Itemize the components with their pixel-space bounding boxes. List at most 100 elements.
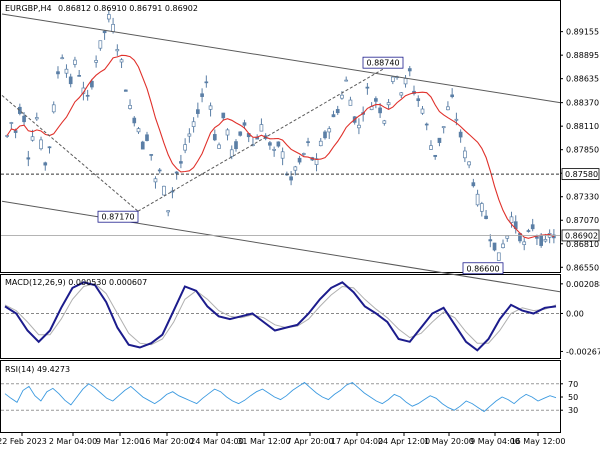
time-tick-label: 24 Mar 04:00 [190,437,243,446]
candle-body [90,80,94,88]
candle-body [293,166,298,171]
candle-body [441,126,446,129]
candle-body [475,193,480,206]
candle-body [382,120,387,124]
candle-body [132,117,137,124]
candle-body [238,131,243,136]
candle-body [179,161,183,164]
candle-body [98,40,103,49]
swing-trend-dashed [1,95,139,212]
candle-body [268,142,272,146]
candle-body [407,68,412,72]
candle-body [492,242,497,251]
candle-body [340,94,344,99]
candle-body [416,98,421,102]
candle-body [145,134,149,141]
candle-body [140,141,145,150]
candle-body [229,149,234,157]
price-tick-label: 0.86550 [566,263,599,272]
candle-body [446,106,450,111]
time-tick-label: 31 Mar 12:00 [237,437,290,446]
horizontal_level-value: 0.87580 [565,170,598,179]
candle-body [437,137,442,143]
rsi-tick-label: 30 [568,406,578,415]
upper-channel-line [1,13,561,104]
candle-body [242,122,247,126]
candle-body [234,141,238,150]
rsi-panel-title: RSI(14) 49.4273 [5,365,70,374]
candle-body [467,161,471,166]
rsi-panel-frame [0,360,561,433]
candle-body [301,153,306,155]
swing-label: 0.87170 [101,213,134,222]
time-tick-label: 9 May 04:00 [470,437,520,446]
macd-panel-title: MACD(12,26,9) 0.000530 0.000607 [5,278,147,287]
candle-body [390,76,395,82]
candle-body [221,112,226,119]
candle-body [530,224,535,230]
candle-body [26,157,31,160]
candle-body [166,210,171,213]
candle-body [225,129,230,136]
candle-body [149,154,154,156]
macd-signal-line [4,283,557,346]
price-tick-label: 0.87850 [566,146,599,155]
candle-body [539,234,543,246]
rsi-line [4,381,557,413]
candle-body [13,130,18,133]
swing-label-box [97,210,139,223]
candle-body [5,135,9,137]
time-tick-label: 1 May 20:00 [424,437,474,446]
swing-label: 0.88740 [366,59,399,68]
ohlc-readout: 0.86812 0.86910 0.86791 0.86902 [58,4,198,13]
candle-body [327,128,332,133]
candle-body [183,144,187,151]
lower-channel-line [1,200,561,293]
candle-body [399,92,404,96]
price-tick-label: 0.88635 [566,75,599,84]
macd-tick-label: 0.002088 [566,280,600,289]
candle-body [170,190,175,193]
candle-body [60,57,65,60]
candle-body [128,105,132,109]
candle-body [280,151,285,159]
candle-body [196,109,200,114]
candle-body [424,123,429,126]
candle-body [450,94,454,98]
candle-body [420,108,425,114]
candle-body [212,134,217,141]
candle-body [217,144,221,149]
candle-body [348,99,353,106]
macd-panel [1,281,560,352]
candle-body [77,75,82,77]
candle-body [30,136,35,141]
candle-body [119,59,124,63]
candle-body [123,89,128,92]
candle-body [433,154,438,157]
rsi-panel [1,381,560,413]
rsi-tick-label: 50 [568,393,578,402]
candle-body [208,105,213,110]
price-tick-label: 0.88370 [566,99,599,108]
candle-body [505,235,510,239]
candle-body [458,131,463,138]
axes: 0.89155 0.88895 0.88635 0.88370 0.88110 0.878… [0,28,600,446]
price-tick-label: 0.86810 [566,240,599,249]
swing-label: 0.86600 [466,264,499,273]
candle-body [153,178,158,183]
price-tick-label: 0.89155 [566,28,599,37]
candle-body [259,124,264,132]
price-tick-label: 0.87330 [566,193,599,202]
time-tick-label: 7 Apr 20:00 [286,437,333,446]
rsi-tick-label: 70 [568,380,578,389]
candle-body [306,141,310,143]
price-tick-label: 0.88110 [566,122,599,131]
candle-body [471,182,476,187]
macd-line [4,281,557,352]
candle-body [191,121,196,127]
price-tick-label: 0.87070 [566,216,599,225]
candle-body [543,239,548,242]
candle-body [56,71,60,75]
